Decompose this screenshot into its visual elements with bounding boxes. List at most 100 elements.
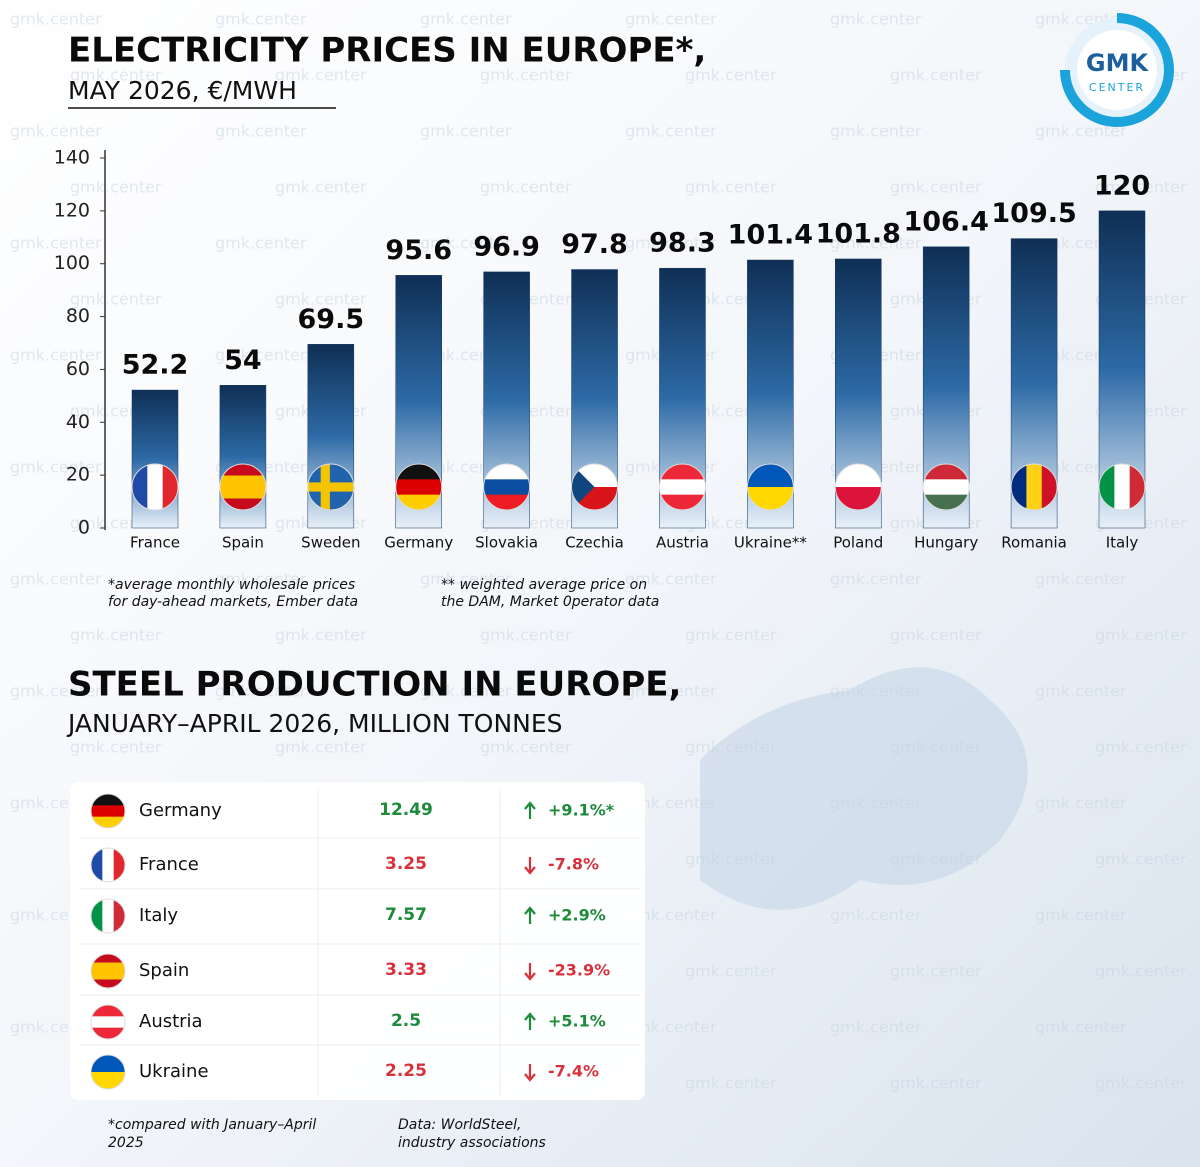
watermark: gmk.center [420,122,512,141]
y-tick-label: 60 [66,358,90,380]
flag [131,463,179,511]
watermark: gmk.center [10,346,102,365]
watermark: gmk.center [215,682,307,701]
x-tick-label: Romania [1001,534,1067,552]
watermark: gmk.center [10,682,102,701]
note: industry associations [398,1135,546,1151]
watermark: gmk.center [1035,906,1127,925]
watermark: gmk.center [890,1074,982,1093]
flag-border [90,1004,126,1040]
flag-stripe [571,464,595,510]
x-tick-label: Italy [1106,534,1139,552]
watermark: gmk.center [685,850,777,869]
watermark: gmk.center [685,962,777,981]
chart-subtitle: MAY 2026, €/MWH [68,76,297,105]
flag [658,463,706,511]
flag-body [923,464,970,510]
x-tick-label: Czechia [565,534,624,552]
value-label: 106.4 [903,206,988,237]
note: *compared with January–April [108,1117,316,1133]
watermark: gmk.center [10,10,102,29]
flag-body [91,794,125,828]
value-label: 96.9 [473,231,540,262]
watermark: gmk.center [215,234,307,253]
flag-stripe [219,475,266,499]
flag-stripe [923,464,970,480]
watermark: gmk.center [10,570,102,589]
value-label: 101.8 [816,218,901,249]
flag-body [1011,464,1058,510]
flag-border [1098,463,1146,511]
flag-stripe [91,979,125,988]
value-label: 69.5 [298,304,365,335]
watermark: gmk.center [830,1018,922,1037]
watermark: gmk.center [275,738,367,757]
watermark: gmk.center [890,850,982,869]
flag-stripe [91,848,103,882]
flag-body [835,464,882,510]
watermark: gmk.center [625,906,717,925]
flag-stripe [395,464,442,480]
logo-name: GMK [1086,49,1150,77]
watermark: gmk.center [70,66,162,85]
watermark: gmk.center [625,794,717,813]
watermark: gmk.center [275,66,367,85]
value-label: 95.6 [385,235,452,266]
watermark: gmk.center [1035,1018,1127,1037]
watermark: gmk.center [685,178,777,197]
flag-body [307,464,354,510]
flag-stripe [91,1027,125,1039]
flag-border [658,463,706,511]
watermark: gmk.center [830,234,922,253]
flag-border [395,463,443,511]
change: -7.8% [548,855,599,874]
flag-body [132,464,178,510]
country: Austria [139,1011,203,1032]
flag-border [307,463,355,511]
flag-stripe [483,479,530,496]
logo-sub: CENTER [1089,81,1145,94]
flag-border [90,898,126,934]
flag-stripe [91,1072,125,1089]
steel-table: Germany 12.49 +9.1%* France 3.25 -7.8% Italy 7.… [80,793,640,1090]
steel-title: STEEL PRODUCTION IN EUROPE, [68,665,681,705]
watermark: gmk.center [1095,626,1187,645]
flag-stripe [1011,464,1027,510]
watermark: gmk.center [625,234,717,253]
y-tick-label: 20 [66,464,90,486]
flag-stripe [1114,464,1131,510]
value-label: 120 [1094,170,1150,201]
flag-border [131,463,179,511]
flag-stripe [219,498,266,510]
flag-stripe [162,464,178,510]
flag-stripe [147,464,164,510]
logo-core [1077,30,1157,110]
watermark: gmk.center [890,178,982,197]
value-label: 109.5 [991,198,1076,229]
flag-stripe [307,482,354,492]
watermark: gmk.center [215,122,307,141]
flag-stripe [1099,464,1115,510]
flag [307,463,355,511]
watermark: gmk.center [1095,178,1187,197]
x-tick-label: Germany [384,534,453,552]
flag-body [571,464,618,510]
flag-stripe [835,464,882,488]
logo: GMK CENTER [1060,13,1174,127]
flag-stripe [91,962,125,980]
watermark: gmk.center [480,738,572,757]
change: +2.9% [548,906,606,925]
flag-stripe [1129,464,1145,510]
watermark: gmk.center [830,122,922,141]
production-value: 3.33 [385,960,427,980]
flag-stripe [659,464,706,480]
value-label: 54 [224,345,262,376]
watermark: gmk.center [10,458,102,477]
flag [90,898,126,934]
watermark: gmk.center [480,626,572,645]
trend-arrow [524,906,536,924]
flag-border [483,463,531,511]
watermark: gmk.center [685,1074,777,1093]
x-tick-label: Slovakia [475,534,538,552]
note: the DAM, Market 0perator data [441,594,659,610]
